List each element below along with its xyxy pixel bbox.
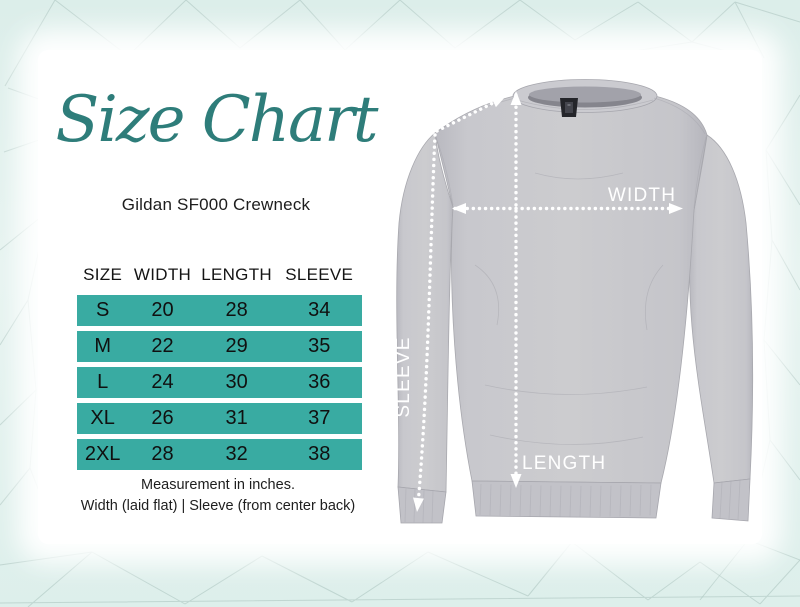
note-line-2: Width (laid flat) | Sleeve (from center … <box>80 498 356 514</box>
table-row: 2XL 28 32 38 <box>77 439 362 470</box>
size-table: SIZE WIDTH LENGTH SLEEVE S 20 28 34 M 22… <box>77 263 362 470</box>
cell-size: S <box>95 299 110 321</box>
cell-length: 28 <box>225 299 248 321</box>
cell-sleeve: 34 <box>308 299 331 321</box>
note-line-1: Measurement in inches. <box>141 477 295 493</box>
sleeve-arrow-diagonal <box>435 97 503 133</box>
table-row: M 22 29 35 <box>77 331 362 362</box>
table-header-row: SIZE WIDTH LENGTH SLEEVE <box>77 263 362 287</box>
cell-width: 22 <box>151 335 174 357</box>
sleeve-arrow-line <box>416 133 437 507</box>
arrowheads <box>412 91 683 512</box>
cell-width: 24 <box>151 371 174 393</box>
cell-sleeve: 35 <box>308 335 331 357</box>
cell-width: 28 <box>151 443 174 465</box>
cell-size: 2XL <box>84 443 121 465</box>
sweatshirt-svg: WIDTH LENGTH SLEEVE <box>393 79 754 524</box>
cell-size: L <box>97 371 109 393</box>
column-header-length: LENGTH <box>201 265 272 284</box>
sleeve-label: SLEEVE <box>393 336 414 417</box>
cell-length: 29 <box>225 335 248 357</box>
width-label: WIDTH <box>608 185 676 206</box>
column-header-width: WIDTH <box>133 265 192 284</box>
cell-length: 32 <box>225 443 248 465</box>
page-title: Size Chart <box>55 83 379 157</box>
measurement-notes: Measurement in inches. Width (laid flat)… <box>40 475 396 517</box>
cell-size: XL <box>90 407 115 429</box>
cell-sleeve: 38 <box>308 443 331 465</box>
table-row: XL 26 31 37 <box>77 403 362 434</box>
cell-size: M <box>94 335 111 357</box>
column-header-size: SIZE <box>83 265 123 284</box>
cell-sleeve: 37 <box>308 407 331 429</box>
cell-length: 30 <box>225 371 248 393</box>
sweatshirt-diagram: WIDTH LENGTH SLEEVE <box>385 55 770 545</box>
sweatshirt-illustration <box>396 79 754 524</box>
measurement-lines <box>416 93 682 507</box>
column-header-sleeve: SLEEVE <box>285 265 354 284</box>
cell-width: 26 <box>151 407 174 429</box>
table-row: S 20 28 34 <box>77 295 362 326</box>
cell-length: 31 <box>225 407 248 429</box>
product-subtitle: Gildan SF000 Crewneck <box>121 195 311 214</box>
collar-tag <box>560 98 578 117</box>
table-row: L 24 30 36 <box>77 367 362 398</box>
cell-sleeve: 36 <box>308 371 331 393</box>
length-label: LENGTH <box>522 453 606 474</box>
cell-width: 20 <box>151 299 174 321</box>
